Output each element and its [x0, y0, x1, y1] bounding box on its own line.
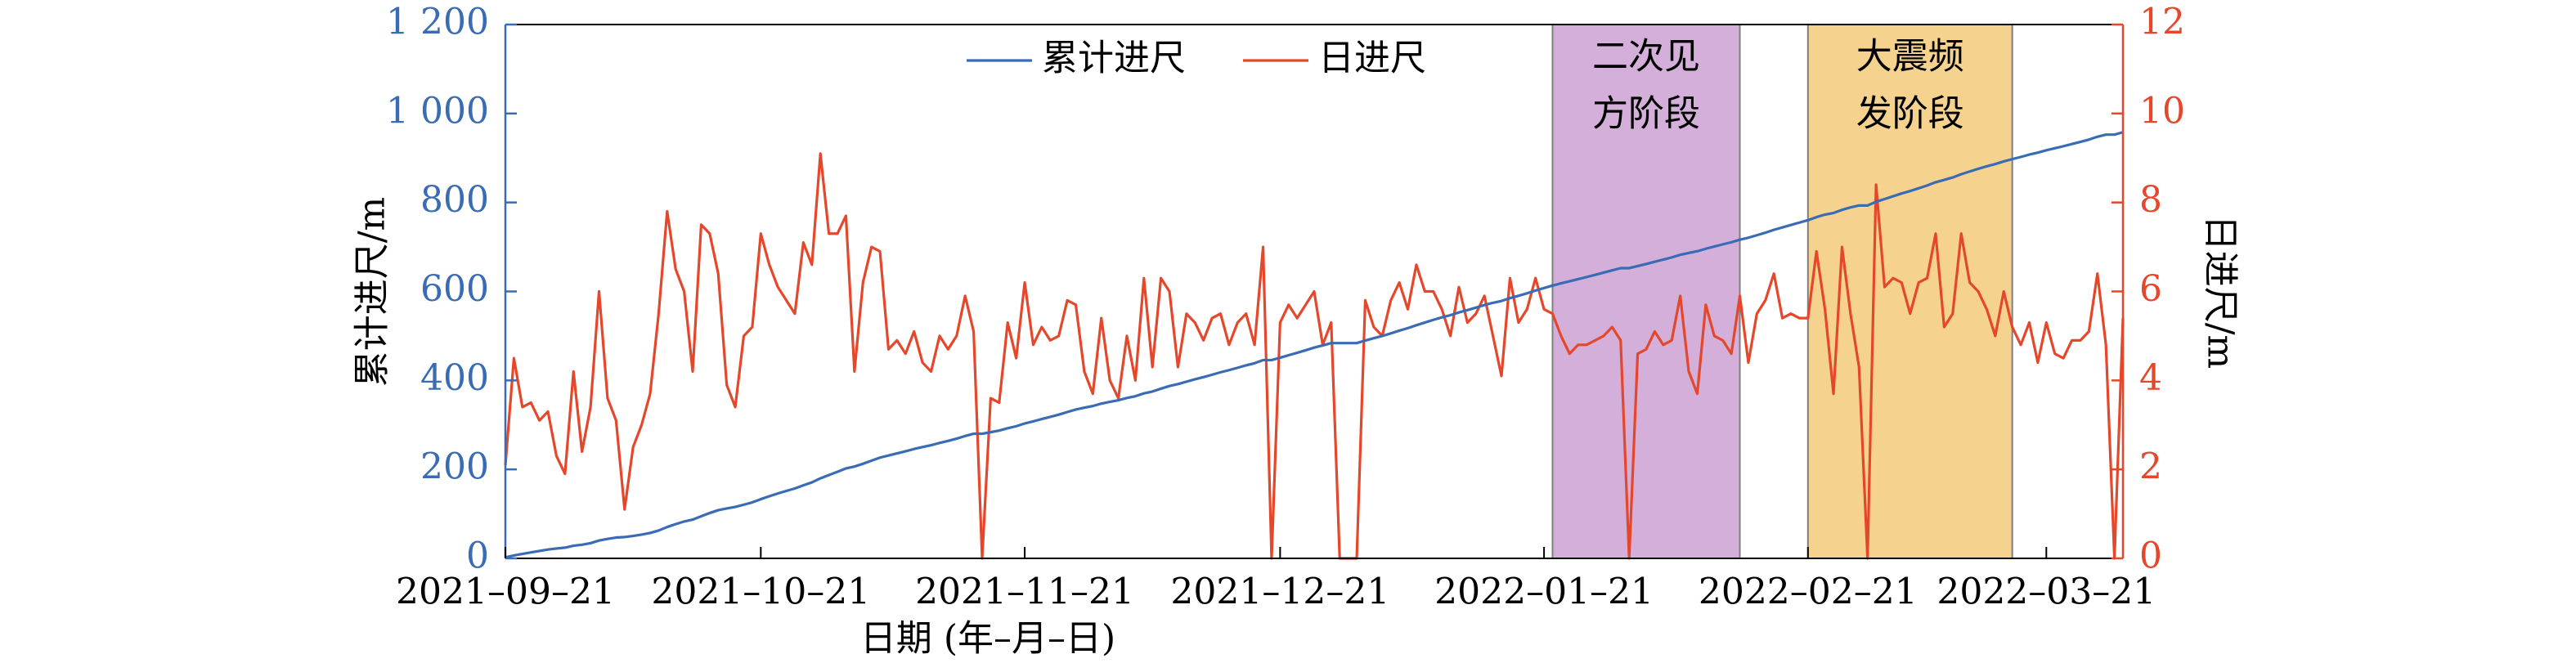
y2-tick-label: 2	[2139, 446, 2162, 488]
series-line	[505, 131, 2124, 559]
series-line	[504, 152, 2125, 560]
x-tick-label: 2021–12–21	[1170, 571, 1389, 613]
y2-tick-label: 8	[2139, 179, 2162, 221]
y2-axis-label: 日进尺/m	[2200, 215, 2242, 370]
legend-label: 累计进尺	[1042, 38, 1186, 79]
phase-label: 二次见	[1592, 36, 1700, 78]
x-tick-label: 2021–10–21	[651, 571, 870, 613]
y-tick-label: 600	[420, 268, 489, 310]
x-tick-label: 2022–02–21	[1699, 571, 1918, 613]
y-tick-label: 1 200	[386, 2, 489, 43]
y-tick-label: 200	[420, 446, 489, 488]
phase-label: 大震频	[1856, 36, 1964, 78]
phase-label: 方阶段	[1592, 93, 1700, 135]
y-tick-label: 400	[420, 357, 489, 399]
y2-tick-label: 6	[2139, 268, 2162, 310]
legend-label: 日进尺	[1318, 38, 1426, 79]
x-tick-label: 2021–09–21	[396, 571, 615, 613]
y-tick-label: 800	[420, 179, 489, 221]
x-tick-label: 2021–11–21	[915, 571, 1134, 613]
y2-tick-label: 12	[2139, 2, 2185, 43]
y-tick-label: 1 000	[386, 90, 489, 132]
x-axis-label: 日期 (年–月–日)	[860, 618, 1115, 660]
x-tick-label: 2022–01–21	[1434, 571, 1654, 613]
y-tick-label: 0	[466, 535, 489, 577]
x-tick-label: 2022–03–21	[1936, 571, 2156, 613]
y2-tick-label: 0	[2139, 535, 2162, 577]
phase-label: 发阶段	[1856, 93, 1964, 135]
phase-region	[1551, 24, 1741, 559]
y2-tick-label: 4	[2139, 357, 2162, 399]
y2-tick-label: 10	[2139, 90, 2185, 132]
y-axis-label: 累计进尺/m	[352, 197, 393, 388]
